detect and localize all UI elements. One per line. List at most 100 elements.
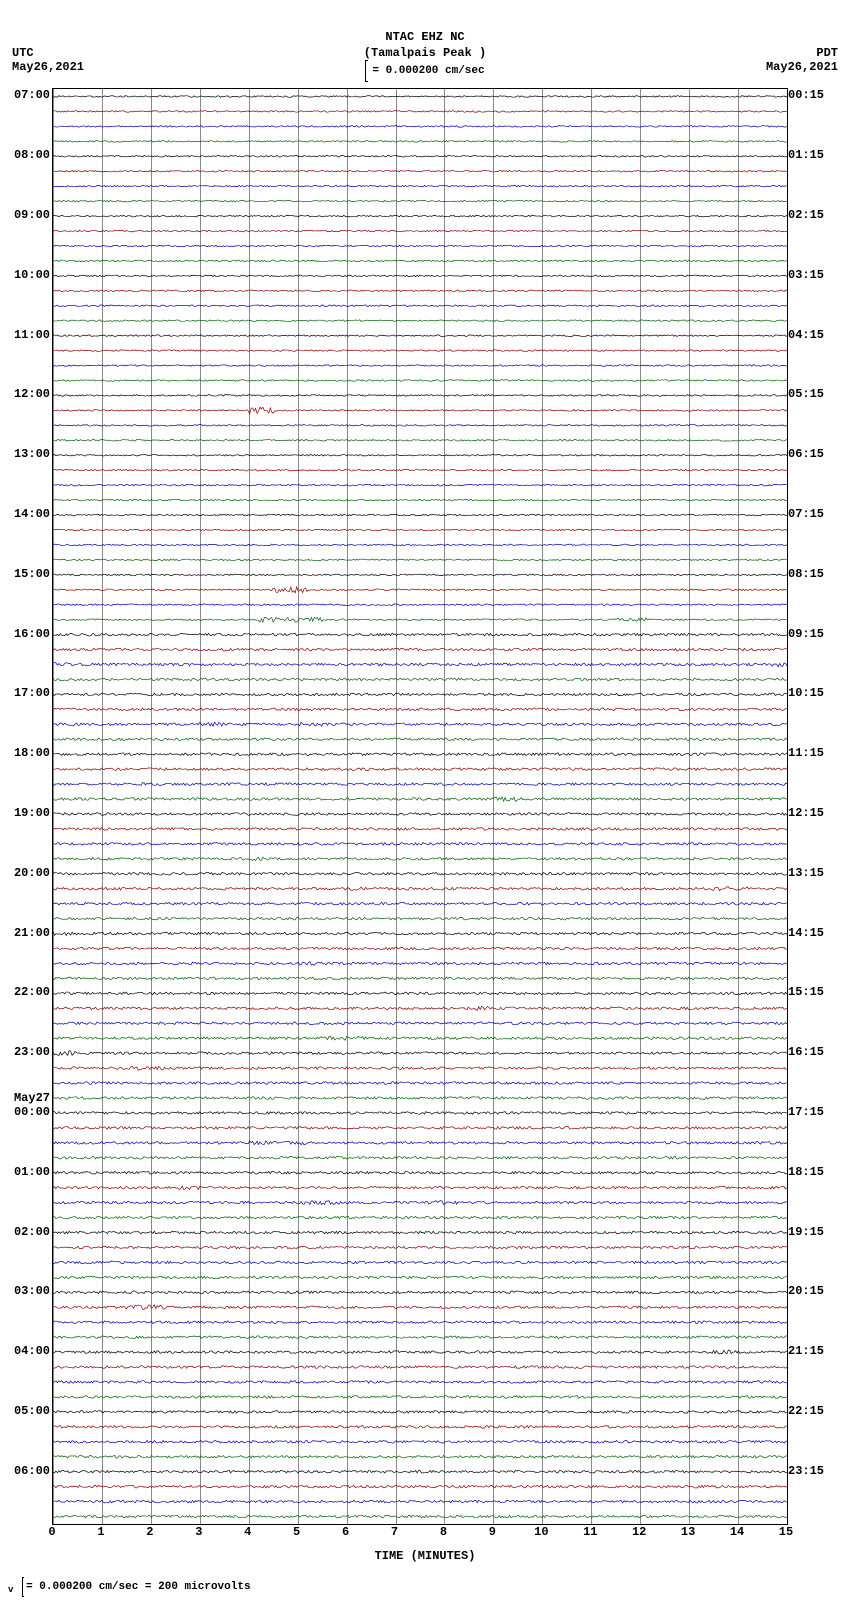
seismic-trace (53, 89, 787, 1524)
pdt-hour-label: 19:15 (788, 1225, 824, 1239)
seismic-trace (53, 89, 787, 1524)
pdt-hour-label: 23:15 (788, 1464, 824, 1478)
seismic-trace (53, 89, 787, 1524)
seismic-trace (53, 89, 787, 1524)
seismic-trace (53, 89, 787, 1524)
seismic-trace (53, 89, 787, 1524)
seismic-trace (53, 89, 787, 1524)
seismic-trace (53, 89, 787, 1524)
seismic-trace (53, 89, 787, 1524)
x-tick-label: 13 (681, 1525, 695, 1539)
utc-hour-label: 01:00 (14, 1165, 50, 1179)
gridline-v (640, 89, 641, 1524)
pdt-hour-label: 10:15 (788, 686, 824, 700)
pdt-hour-label: 02:15 (788, 208, 824, 222)
seismic-trace (53, 89, 787, 1524)
gridline-v (200, 89, 201, 1524)
seismic-trace (53, 89, 787, 1524)
seismic-trace (53, 89, 787, 1524)
seismic-trace (53, 89, 787, 1524)
pdt-hour-label: 16:15 (788, 1045, 824, 1059)
seismogram-container: NTAC EHZ NC (Tamalpais Peak ) = 0.000200… (0, 0, 850, 1613)
seismic-trace (53, 89, 787, 1524)
seismic-trace (53, 89, 787, 1524)
pdt-hour-label: 00:15 (788, 88, 824, 102)
seismic-trace (53, 89, 787, 1524)
utc-hour-label: 02:00 (14, 1225, 50, 1239)
seismic-trace (53, 89, 787, 1524)
date-break-label: May27 (14, 1091, 50, 1105)
seismic-trace (53, 89, 787, 1524)
plot-area (52, 88, 788, 1525)
tz-right-name: PDT (816, 46, 838, 60)
pdt-hour-label: 14:15 (788, 926, 824, 940)
scale-bar (365, 60, 368, 82)
pdt-hour-label: 07:15 (788, 507, 824, 521)
seismic-trace (53, 89, 787, 1524)
utc-hour-label: 12:00 (14, 387, 50, 401)
seismic-trace (53, 89, 787, 1524)
x-tick-label: 3 (195, 1525, 202, 1539)
tz-right: PDT May26,2021 (766, 46, 838, 74)
seismic-trace (53, 89, 787, 1524)
tz-left-date: May26,2021 (12, 60, 84, 74)
seismic-trace (53, 89, 787, 1524)
x-tick-label: 6 (342, 1525, 349, 1539)
seismic-trace (53, 89, 787, 1524)
utc-hour-label: 10:00 (14, 268, 50, 282)
x-tick-label: 1 (97, 1525, 104, 1539)
utc-hour-label: 09:00 (14, 208, 50, 222)
pdt-hour-label: 06:15 (788, 447, 824, 461)
x-tick-label: 10 (534, 1525, 548, 1539)
utc-hour-label: 22:00 (14, 985, 50, 999)
seismic-trace (53, 89, 787, 1524)
seismic-trace (53, 89, 787, 1524)
seismic-trace (53, 89, 787, 1524)
seismic-trace (53, 89, 787, 1524)
tz-left-name: UTC (12, 46, 34, 60)
pdt-hour-label: 08:15 (788, 567, 824, 581)
footer-text: = 0.000200 cm/sec = 200 microvolts (26, 1581, 250, 1593)
gridline-v (738, 89, 739, 1524)
gridline-v (102, 89, 103, 1524)
seismic-trace (53, 89, 787, 1524)
gridline-v (151, 89, 152, 1524)
pdt-hour-label: 05:15 (788, 387, 824, 401)
x-tick-label: 0 (48, 1525, 55, 1539)
seismic-trace (53, 89, 787, 1524)
seismic-trace (53, 89, 787, 1524)
seismic-trace (53, 89, 787, 1524)
utc-hour-label: 15:00 (14, 567, 50, 581)
utc-hour-label: 16:00 (14, 627, 50, 641)
seismic-trace (53, 89, 787, 1524)
seismic-trace (53, 89, 787, 1524)
pdt-hour-label: 17:15 (788, 1105, 824, 1119)
gridline-v (249, 89, 250, 1524)
seismic-trace (53, 89, 787, 1524)
gridline-v (53, 89, 54, 1524)
seismic-trace (53, 89, 787, 1524)
seismic-trace (53, 89, 787, 1524)
tz-left: UTC May26,2021 (12, 46, 84, 74)
utc-hour-label: 18:00 (14, 746, 50, 760)
seismic-trace (53, 89, 787, 1524)
utc-hour-label: 21:00 (14, 926, 50, 940)
seismic-trace (53, 89, 787, 1524)
seismic-trace (53, 89, 787, 1524)
seismic-trace (53, 89, 787, 1524)
seismic-trace (53, 89, 787, 1524)
utc-hour-label: 20:00 (14, 866, 50, 880)
seismic-trace (53, 89, 787, 1524)
x-tick-label: 4 (244, 1525, 251, 1539)
x-tick-label: 9 (489, 1525, 496, 1539)
seismic-trace (53, 89, 787, 1524)
seismic-trace (53, 89, 787, 1524)
utc-hour-label: 11:00 (14, 328, 50, 342)
seismic-trace (53, 89, 787, 1524)
gridline-v (298, 89, 299, 1524)
seismic-trace (53, 89, 787, 1524)
x-tick-label: 15 (779, 1525, 793, 1539)
seismic-trace (53, 89, 787, 1524)
seismic-trace (53, 89, 787, 1524)
scale-text: = 0.000200 cm/sec (372, 65, 484, 77)
